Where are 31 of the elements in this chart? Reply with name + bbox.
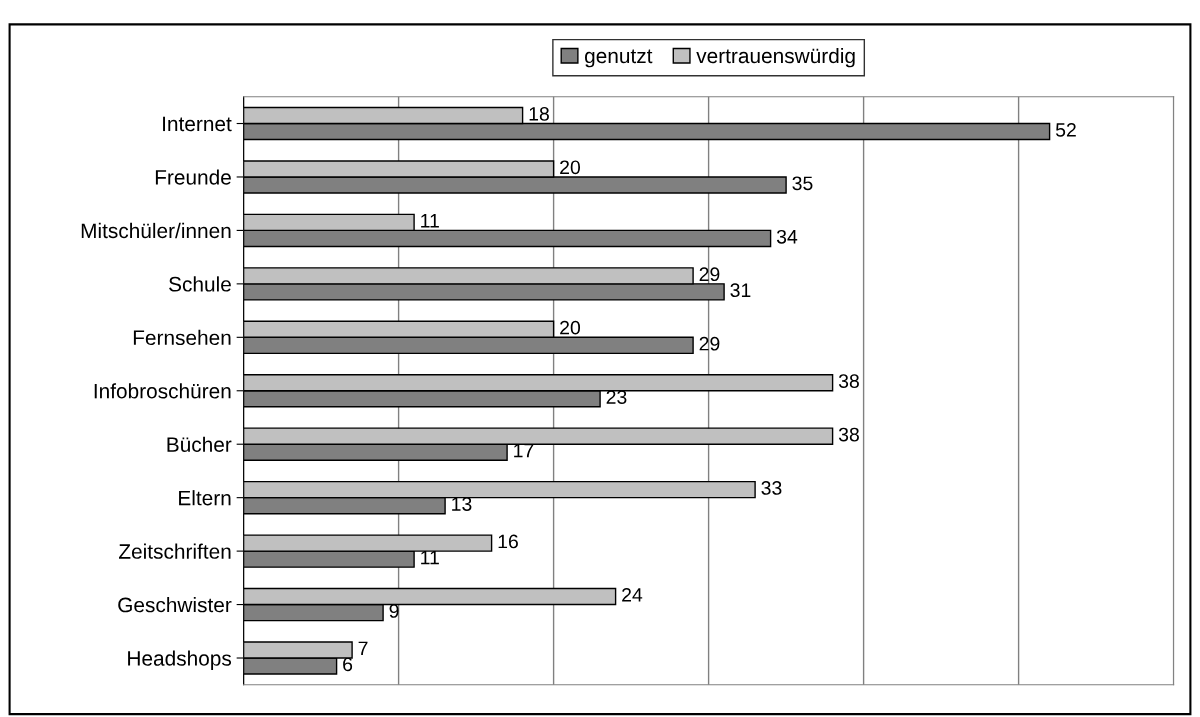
y-tick-label: Freunde (155, 169, 231, 185)
data-label: 52 (1055, 122, 1076, 137)
y-tick-label: Infobroschüren (94, 383, 231, 399)
data-label: 38 (838, 427, 859, 442)
data-label: 11 (421, 214, 439, 228)
y-tick-label: Internet (163, 116, 232, 132)
data-label: 38 (838, 374, 859, 388)
data-label: 18 (529, 106, 549, 121)
y-tick-label: Mitschüler/innen (81, 222, 231, 239)
y-tick-label: Zeitschriften (119, 543, 231, 559)
data-label: 7 (358, 641, 368, 656)
data-label: 16 (498, 534, 518, 549)
data-label: 29 (699, 336, 720, 351)
y-tick-label: Geschwister (118, 597, 232, 613)
legend-label: genutzt (585, 49, 653, 68)
data-label: 6 (343, 657, 353, 672)
y-tick-label: Schule (169, 276, 231, 292)
y-tick-label: Eltern (179, 490, 231, 506)
y-tick-label: Bücher (167, 436, 232, 452)
data-label: 20 (560, 160, 581, 175)
data-label: 33 (761, 481, 782, 495)
data-label: 11 (421, 550, 439, 565)
y-tick-label: Headshops (128, 650, 232, 670)
data-label: 20 (560, 320, 581, 335)
legend-label: vertrauenswürdig (696, 47, 855, 68)
data-label: 24 (622, 587, 643, 602)
data-label: 35 (792, 176, 813, 191)
y-tick-label: Fernsehen (133, 329, 231, 346)
data-label: 31 (730, 283, 751, 298)
data-label: 29 (699, 267, 720, 282)
data-label: 34 (776, 229, 798, 244)
